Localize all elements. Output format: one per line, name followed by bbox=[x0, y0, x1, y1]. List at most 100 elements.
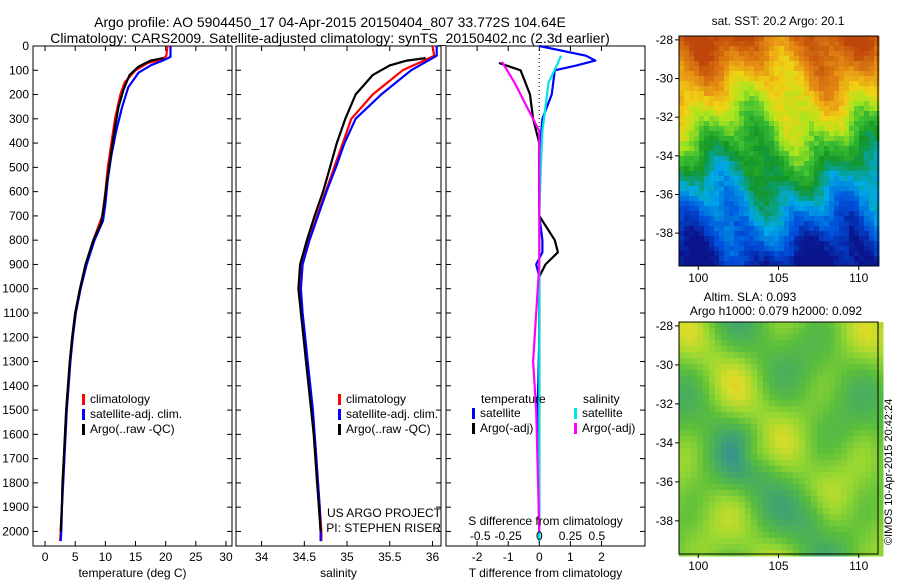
sst-cell bbox=[769, 51, 775, 57]
sst-cell bbox=[749, 101, 755, 107]
sla-cell bbox=[721, 472, 728, 479]
sla-cell bbox=[715, 496, 722, 503]
sst-cell bbox=[749, 86, 755, 92]
sst-cell bbox=[694, 61, 700, 67]
sst-cell bbox=[864, 71, 870, 77]
sst-cell bbox=[684, 46, 690, 52]
sla-cell bbox=[727, 526, 734, 533]
sst-cell bbox=[844, 186, 850, 192]
sst-cell bbox=[784, 71, 790, 77]
sst-cell bbox=[829, 106, 835, 112]
sla-cell bbox=[781, 484, 788, 491]
sla-cell bbox=[769, 442, 776, 449]
sst-cell bbox=[869, 121, 875, 127]
sla-cell bbox=[727, 394, 734, 401]
sst-cell bbox=[684, 136, 690, 142]
sst-cell bbox=[709, 96, 715, 102]
sst-cell bbox=[744, 191, 750, 197]
sla-cell bbox=[865, 358, 872, 365]
sst-cell bbox=[794, 111, 800, 117]
sst-cell bbox=[764, 186, 770, 192]
sst-cell bbox=[754, 206, 760, 212]
sla-cell bbox=[871, 388, 878, 395]
sst-cell bbox=[679, 176, 685, 182]
sla-cell bbox=[775, 388, 782, 395]
sla-cell bbox=[685, 370, 692, 377]
sla-cell bbox=[799, 346, 806, 353]
sla-cell bbox=[697, 472, 704, 479]
sla-cell bbox=[871, 484, 878, 491]
sst-cell bbox=[779, 171, 785, 177]
sla-cell bbox=[877, 400, 884, 407]
sst-cell bbox=[714, 66, 720, 72]
sst-cell bbox=[834, 251, 840, 257]
sst-cell bbox=[869, 241, 875, 247]
sla-cell bbox=[805, 478, 812, 485]
sst-cell bbox=[739, 221, 745, 227]
sst-cell bbox=[784, 226, 790, 232]
sst-cell bbox=[684, 76, 690, 82]
sst-cell bbox=[849, 116, 855, 122]
sst-cell bbox=[684, 261, 690, 267]
sst-cell bbox=[799, 76, 805, 82]
sla-cell bbox=[703, 376, 710, 383]
sst-cell bbox=[854, 136, 860, 142]
sla-cell bbox=[757, 382, 764, 389]
sst-cell bbox=[859, 111, 865, 117]
sla-cell bbox=[817, 406, 824, 413]
sst-cell bbox=[759, 36, 765, 42]
sst-cell bbox=[794, 56, 800, 62]
sla-cell bbox=[847, 346, 854, 353]
sst-cell bbox=[719, 261, 725, 267]
sla-cell bbox=[727, 496, 734, 503]
sst-cell bbox=[849, 176, 855, 182]
sst-cell bbox=[774, 101, 780, 107]
sst-cell bbox=[729, 181, 735, 187]
sla-cell bbox=[715, 376, 722, 383]
sst-cell bbox=[749, 91, 755, 97]
sst-cell bbox=[809, 91, 815, 97]
sst-cell bbox=[704, 131, 710, 137]
sst-cell bbox=[804, 246, 810, 252]
sla-cell bbox=[721, 334, 728, 341]
sla-cell bbox=[799, 436, 806, 443]
sst-x-tick-label: 100 bbox=[688, 271, 708, 285]
sst-cell bbox=[824, 131, 830, 137]
sst-cell bbox=[764, 101, 770, 107]
sla-cell bbox=[811, 514, 818, 521]
sla-cell bbox=[835, 454, 842, 461]
sst-cell bbox=[854, 146, 860, 152]
sal-line-argo bbox=[297, 57, 426, 532]
sla-cell bbox=[751, 340, 758, 347]
sla-cell bbox=[727, 418, 734, 425]
sst-cell bbox=[784, 241, 790, 247]
sst-cell bbox=[819, 76, 825, 82]
sst-cell bbox=[684, 116, 690, 122]
sst-cell bbox=[809, 121, 815, 127]
sst-cell bbox=[854, 51, 860, 57]
sla-cell bbox=[763, 544, 770, 551]
sst-cell bbox=[864, 61, 870, 67]
sla-cell bbox=[805, 508, 812, 515]
sla-cell bbox=[739, 388, 746, 395]
sst-cell bbox=[684, 121, 690, 127]
sla-cell bbox=[685, 364, 692, 371]
sst-cell bbox=[829, 96, 835, 102]
sst-cell bbox=[849, 106, 855, 112]
sst-cell bbox=[814, 226, 820, 232]
sla-cell bbox=[745, 502, 752, 509]
sla-cell bbox=[739, 484, 746, 491]
sla-cell bbox=[739, 322, 746, 329]
sla-cell bbox=[841, 442, 848, 449]
sst-cell bbox=[804, 256, 810, 262]
y-tick-label: 700 bbox=[9, 209, 29, 223]
sst-cell bbox=[754, 256, 760, 262]
sla-cell bbox=[763, 454, 770, 461]
sla-cell bbox=[835, 346, 842, 353]
sla-cell bbox=[697, 520, 704, 527]
sla-cell bbox=[853, 400, 860, 407]
sla-cell bbox=[817, 472, 824, 479]
sst-cell bbox=[724, 251, 730, 257]
sst-cell bbox=[714, 111, 720, 117]
sla-cell bbox=[709, 520, 716, 527]
